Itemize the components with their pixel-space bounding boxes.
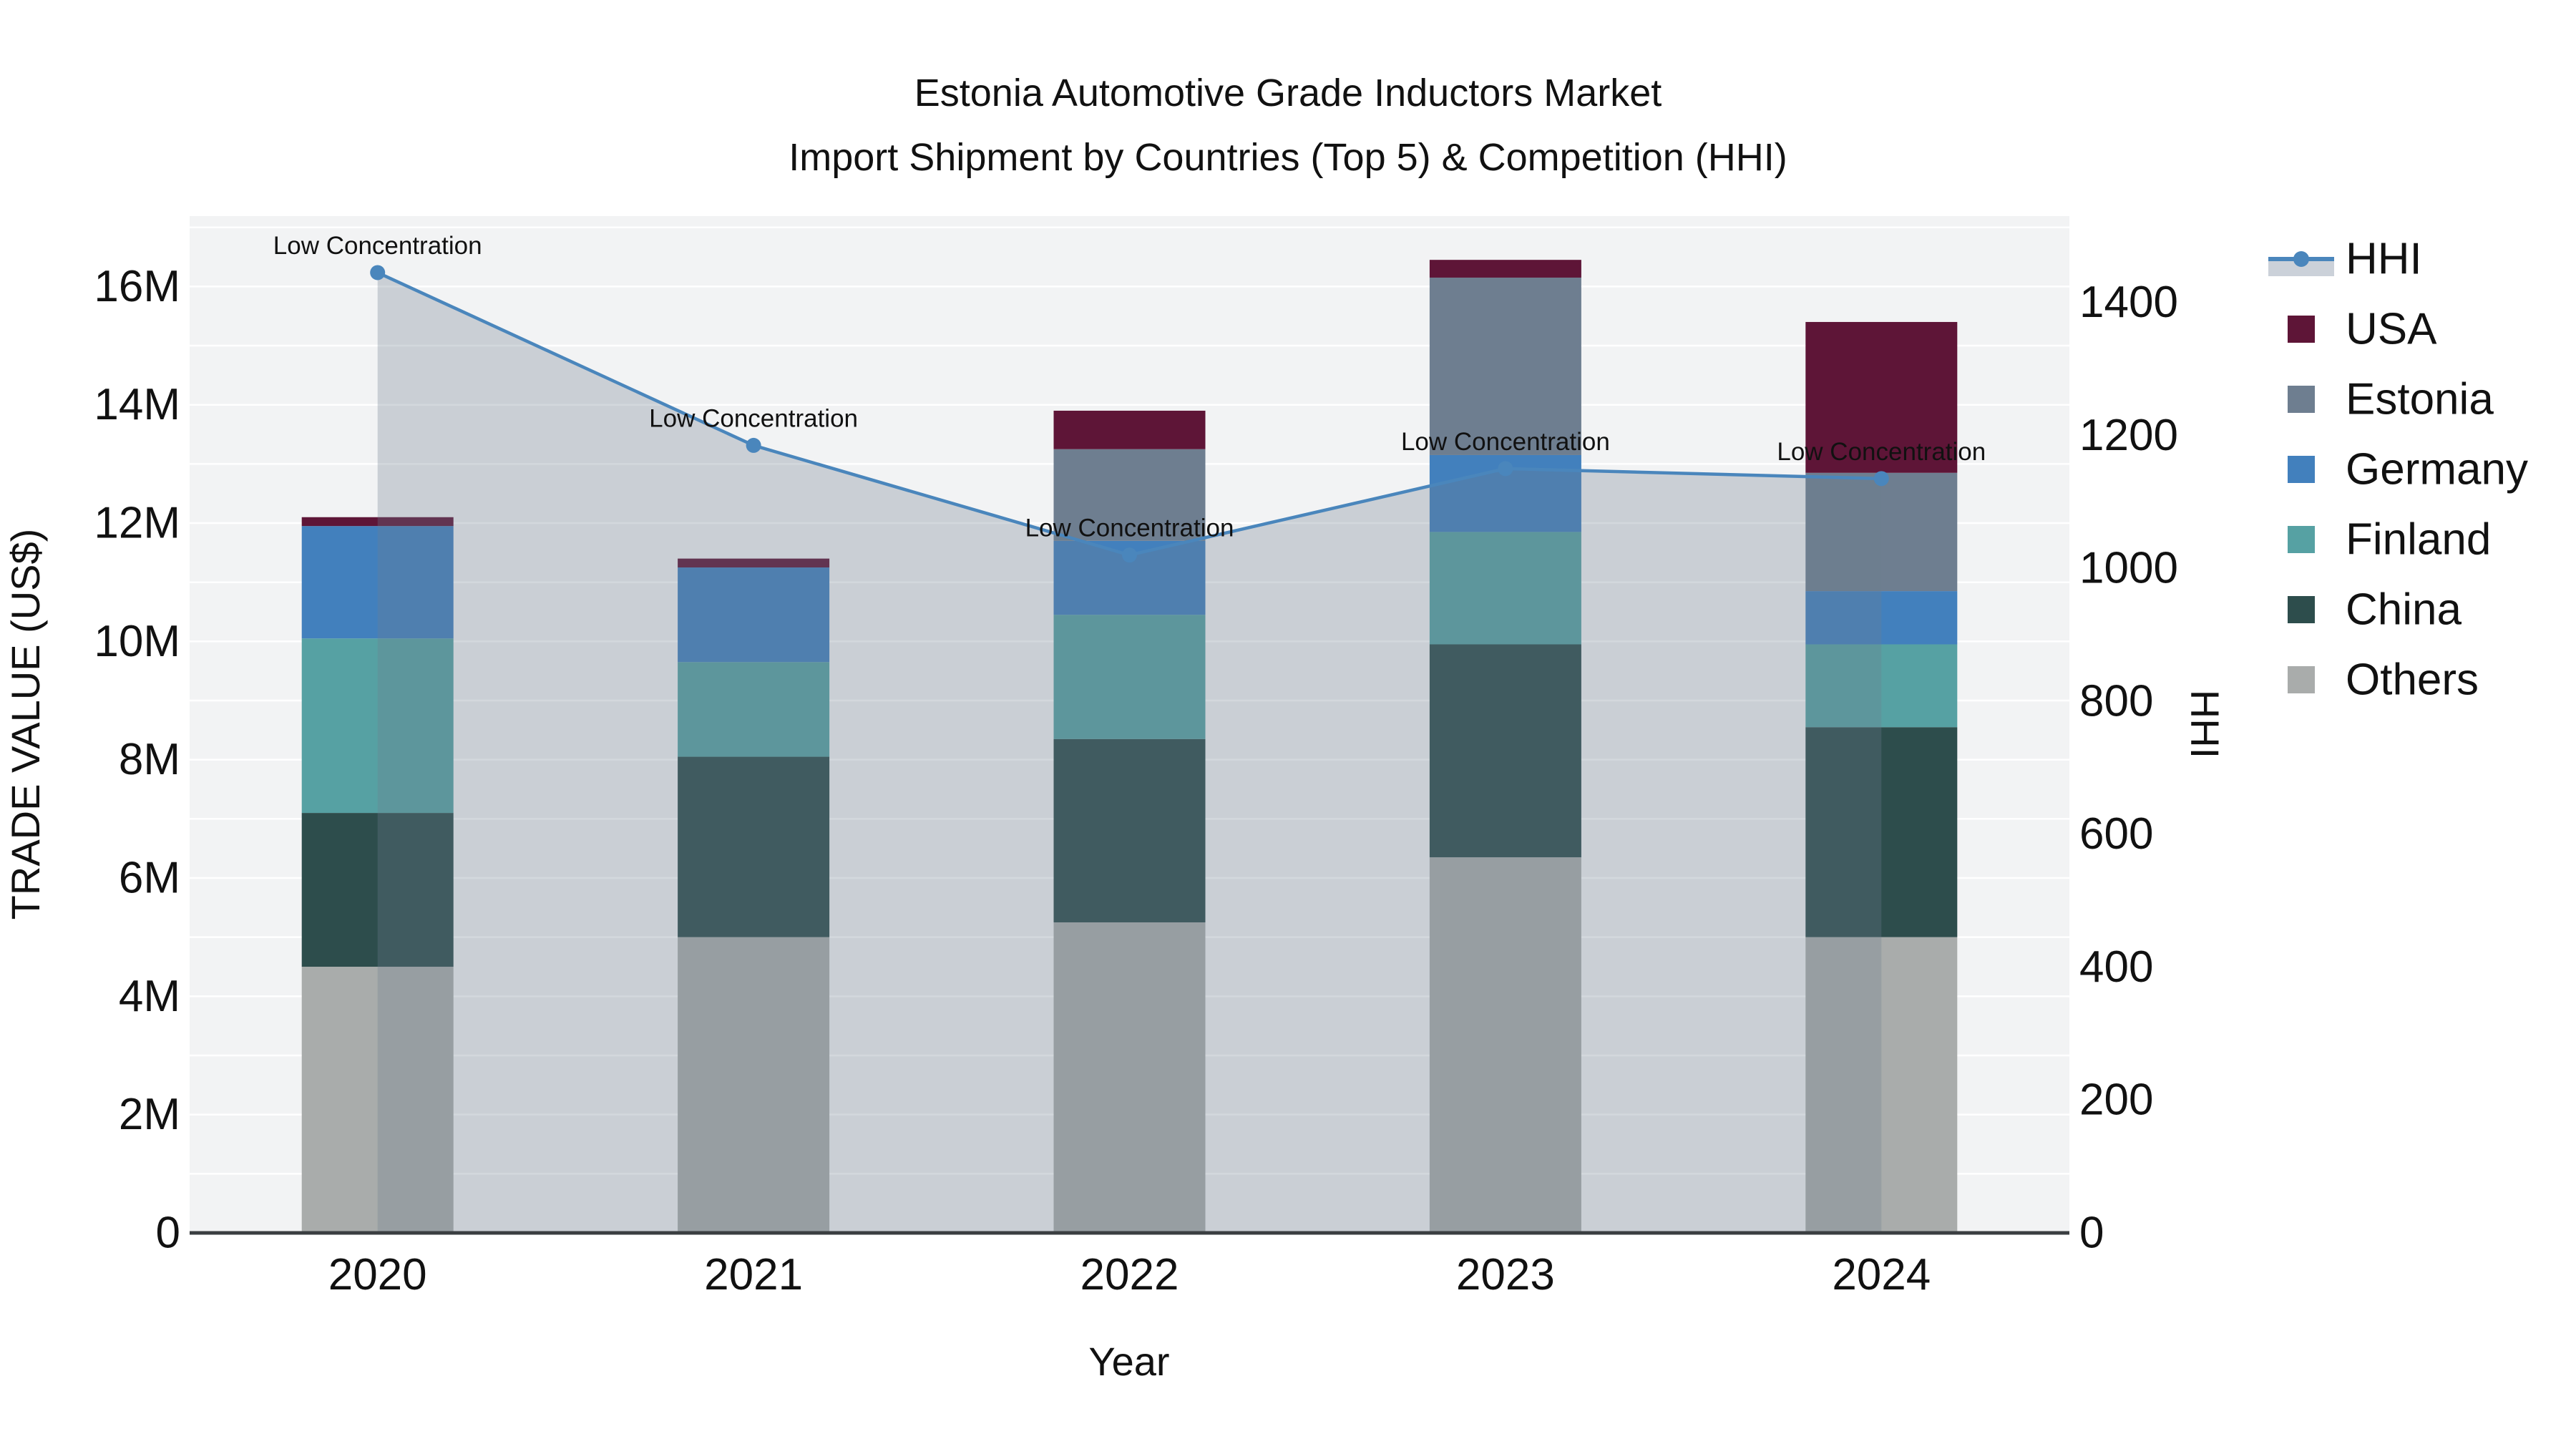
hhi-marker-2022[interactable] [1122,547,1137,563]
y-axis-title: TRADE VALUE (US$) [3,529,48,920]
y2-tick-600: 600 [2079,809,2153,859]
bar-finland-2023[interactable] [1429,532,1581,645]
x-tick-2020: 2020 [328,1250,427,1299]
bar-others-2024[interactable] [1805,937,1958,1233]
legend-item-germany[interactable]: Germany [2288,445,2528,494]
hhi-marker-2023[interactable] [1498,461,1513,477]
legend-label-others: Others [2346,655,2479,705]
legend-label-hhi: HHI [2346,235,2422,284]
bar-china-2024[interactable] [1805,727,1958,937]
hhi-area-fill [377,272,1882,1233]
y-tick-14M: 14M [94,380,180,429]
y2-tick-400: 400 [2079,942,2153,992]
annotation-low-concentration: Low Concentration [1025,514,1234,542]
y2-tick-1000: 1000 [2079,544,2178,593]
y2-axis-title: HHI [2182,690,2228,758]
y2-tick-800: 800 [2079,676,2153,726]
y-tick-16M: 16M [94,262,180,311]
x-tick-2024: 2024 [1832,1250,1931,1299]
legend: HHI USA Estonia Germany Finland China Others [2268,235,2528,705]
legend-swatch-germany [2288,456,2315,483]
y-tick-4M: 4M [119,972,180,1021]
bar-usa-2023[interactable] [1429,260,1581,278]
y2-tick-200: 200 [2079,1075,2153,1125]
chart-title-line1: Estonia Automotive Grade Inductors Marke… [914,72,1662,114]
legend-hhi-marker-sample [2293,251,2309,267]
y-tick-0: 0 [156,1209,180,1258]
bar-usa-2022[interactable] [1053,410,1206,449]
annotation-low-concentration: Low Concentration [649,404,858,432]
y-tick-2M: 2M [119,1090,180,1139]
bar-china-2023[interactable] [1429,644,1581,858]
bar-china-2020[interactable] [301,813,454,967]
legend-label-estonia: Estonia [2346,375,2494,424]
bar-usa-2021[interactable] [678,558,830,568]
annotation-low-concentration: Low Concentration [1401,428,1610,456]
legend-item-china[interactable]: China [2288,585,2462,635]
annotation-low-concentration: Low Concentration [1777,438,1986,466]
x-tick-2022: 2022 [1080,1250,1179,1299]
bar-others-2023[interactable] [1429,857,1581,1233]
legend-swatch-estonia [2288,386,2315,413]
legend-label-usa: USA [2346,305,2437,354]
bar-germany-2024[interactable] [1805,591,1958,645]
legend-item-finland[interactable]: Finland [2288,515,2491,565]
bar-others-2022[interactable] [1053,922,1206,1233]
bar-china-2022[interactable] [1053,738,1206,923]
bar-others-2021[interactable] [678,937,830,1233]
bar-usa-2020[interactable] [301,517,454,527]
y2-tick-1400: 1400 [2079,278,2178,327]
annotation-low-concentration: Low Concentration [273,232,482,260]
legend-item-others[interactable]: Others [2288,655,2479,705]
legend-item-hhi[interactable]: HHI [2268,235,2422,284]
bar-usa-2024[interactable] [1805,321,1958,473]
plot-group: Low Concentration Low Concentration Low Co… [190,216,2069,1235]
bar-others-2020[interactable] [301,967,454,1233]
bar-finland-2021[interactable] [678,662,830,757]
x-axis-title: Year [1088,1339,1169,1384]
legend-label-germany: Germany [2346,445,2528,494]
y-tick-12M: 12M [94,499,180,548]
x-tick-2023: 2023 [1456,1250,1555,1299]
bar-finland-2022[interactable] [1053,615,1206,739]
legend-swatch-finland [2288,526,2315,553]
bar-estonia-2022[interactable] [1053,449,1206,541]
bar-finland-2024[interactable] [1805,644,1958,728]
y-tick-8M: 8M [119,735,180,784]
legend-item-estonia[interactable]: Estonia [2288,375,2494,424]
legend-swatch-usa [2288,316,2315,343]
legend-label-china: China [2346,585,2462,635]
bar-germany-2021[interactable] [678,567,830,663]
legend-label-finland: Finland [2346,515,2491,565]
bar-estonia-2023[interactable] [1429,277,1581,455]
hhi-marker-2021[interactable] [746,437,761,453]
y-tick-6M: 6M [119,854,180,903]
ticks-group: 0 2M 4M 6M 8M 10M 12M 14M 16M 0 200 400 600 800 1000 12… [94,262,2178,1299]
y-tick-10M: 10M [94,617,180,666]
chart-title-line2: Import Shipment by Countries (Top 5) & C… [789,136,1787,179]
y2-tick-0: 0 [2079,1209,2104,1258]
y2-tick-1200: 1200 [2079,411,2178,460]
legend-item-usa[interactable]: USA [2288,305,2437,354]
hhi-marker-2024[interactable] [1873,471,1889,487]
bar-germany-2020[interactable] [301,526,454,639]
hhi-marker-2020[interactable] [370,265,386,280]
legend-swatch-others [2288,666,2315,693]
bar-china-2021[interactable] [678,756,830,937]
legend-swatch-china [2288,596,2315,623]
bar-finland-2020[interactable] [301,638,454,814]
bar-estonia-2024[interactable] [1805,472,1958,592]
x-tick-2021: 2021 [704,1250,803,1299]
